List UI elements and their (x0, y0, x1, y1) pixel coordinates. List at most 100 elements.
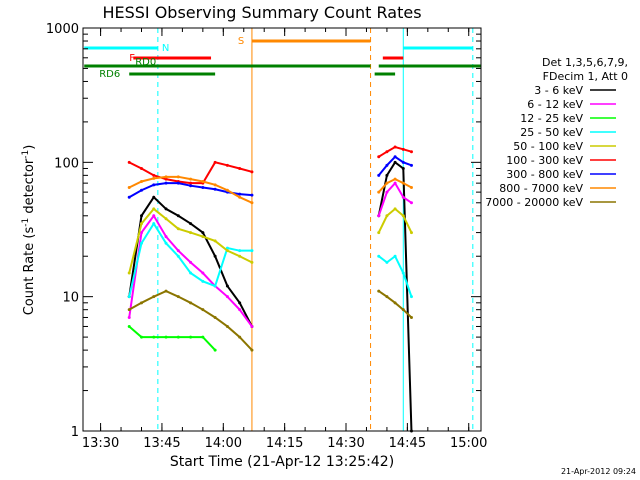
data-point (139, 222, 143, 226)
data-point (189, 231, 193, 235)
series-1 (127, 181, 413, 328)
data-point (225, 249, 229, 253)
series-line (128, 221, 252, 297)
data-point (201, 335, 205, 339)
data-point (250, 170, 254, 174)
series-2 (127, 324, 217, 352)
data-point (176, 295, 180, 299)
data-point (127, 185, 131, 189)
data-point (127, 195, 131, 199)
legend-label: 7000 - 20000 keV (485, 196, 583, 209)
x-tick-label: 14:15 (266, 436, 303, 451)
data-point (250, 201, 254, 205)
data-point (213, 187, 217, 191)
data-point (127, 295, 131, 299)
data-point (377, 173, 381, 177)
legend-label: 12 - 25 keV (520, 112, 583, 125)
legend-header: FDecim 1, Att 0 (543, 70, 628, 83)
data-point (385, 150, 389, 154)
data-point (164, 289, 168, 293)
data-point (393, 207, 397, 211)
data-point (176, 175, 180, 179)
data-point (401, 147, 405, 151)
data-point (393, 145, 397, 149)
data-point (213, 284, 217, 288)
data-point (238, 301, 242, 305)
plot-area: N F S RD0 RD6 (84, 28, 481, 433)
y-axis-label-part3: ) (22, 145, 37, 150)
series-line (377, 155, 412, 176)
legend-label: 25 - 50 keV (520, 126, 583, 139)
data-point (213, 160, 217, 164)
data-point (225, 324, 229, 328)
data-point (238, 308, 242, 312)
series-0 (127, 160, 413, 433)
data-point (152, 183, 156, 187)
data-point (225, 295, 229, 299)
data-point (213, 183, 217, 187)
data-point (164, 241, 168, 245)
flag-label-n: N (162, 43, 169, 54)
y-axis-label-sup2: -1 (21, 150, 31, 159)
series-line (377, 207, 413, 234)
data-point (409, 150, 413, 154)
data-point (401, 181, 405, 185)
legend-label: 300 - 800 keV (506, 168, 583, 181)
data-point (189, 181, 193, 185)
data-point (176, 335, 180, 339)
y-tick-label: 100 (54, 156, 79, 171)
data-point (409, 185, 413, 189)
data-point (250, 324, 254, 328)
data-point (238, 195, 242, 199)
data-point (201, 231, 205, 235)
data-point (201, 185, 205, 189)
data-point (213, 348, 217, 352)
data-point (401, 214, 405, 218)
data-point (238, 254, 242, 258)
data-point (238, 192, 242, 196)
data-point (139, 179, 143, 183)
data-point (176, 254, 180, 258)
y-axis-label: Count Rate (s-1 detector-1) (21, 145, 37, 316)
data-point (250, 193, 254, 197)
data-point (201, 235, 205, 239)
data-point (385, 173, 389, 177)
legend: Det 1,3,5,6,7,9,FDecim 1, Att 03 - 6 keV… (485, 56, 628, 209)
data-point (176, 214, 180, 218)
data-point (385, 190, 389, 194)
data-point (401, 271, 405, 275)
data-point (393, 160, 397, 164)
data-point (139, 241, 143, 245)
series-line (128, 325, 216, 351)
data-point (377, 289, 381, 293)
data-point (250, 260, 254, 264)
data-point (164, 217, 168, 221)
data-point (238, 166, 242, 170)
data-point (409, 163, 413, 167)
data-point (189, 184, 193, 188)
data-point (139, 301, 143, 305)
data-point (164, 181, 168, 185)
y-axis-ticks: 1 10 100 1000 (46, 22, 481, 440)
data-point (176, 227, 180, 231)
x-tick-label: 14:45 (389, 436, 426, 451)
data-point (409, 201, 413, 205)
data-point (127, 271, 131, 275)
chart-title: HESSI Observing Summary Count Rates (102, 3, 421, 22)
series-4 (127, 207, 413, 275)
data-point (152, 195, 156, 199)
series-line (128, 175, 253, 204)
data-point (385, 163, 389, 167)
series-line (128, 290, 253, 351)
data-point (393, 254, 397, 258)
data-point (393, 177, 397, 181)
data-point (377, 231, 381, 235)
data-point (189, 177, 193, 181)
data-point (139, 335, 143, 339)
data-point (189, 271, 193, 275)
x-axis-label: Start Time (21-Apr-12 13:25:42) (170, 454, 394, 470)
series-8 (127, 289, 413, 352)
legend-label: 6 - 12 keV (527, 98, 583, 111)
data-point (385, 181, 389, 185)
data-point (409, 231, 413, 235)
